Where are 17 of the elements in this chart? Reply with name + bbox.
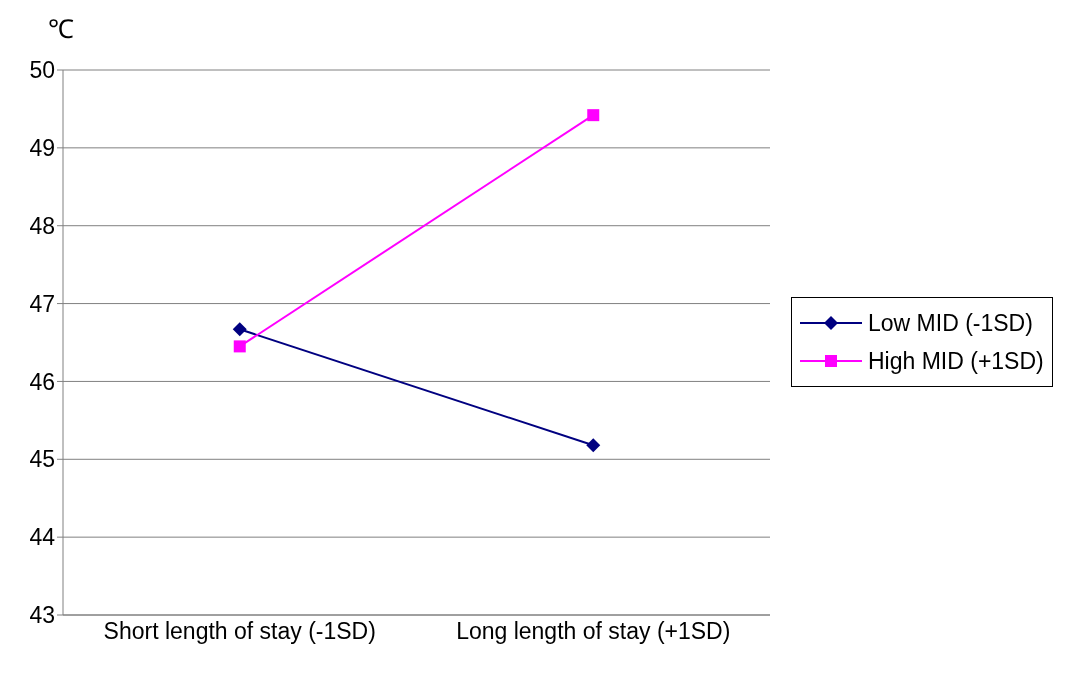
legend-label: High MID (+1SD) — [868, 347, 1044, 376]
y-tick-label: 44 — [29, 524, 56, 551]
y-tick-label: 48 — [29, 212, 55, 239]
y-tick-label: 43 — [29, 602, 55, 629]
y-tick-label: 49 — [29, 135, 55, 162]
point — [586, 438, 601, 453]
x-tick-label: Long length of stay (+1SD) — [456, 618, 731, 645]
y-tick-label: 46 — [29, 368, 55, 395]
point — [233, 340, 246, 353]
point — [232, 322, 247, 337]
point — [587, 109, 600, 122]
y-axis-title: ℃ — [48, 13, 74, 46]
y-tick-label: 45 — [29, 446, 55, 473]
y-tick-label: 47 — [29, 290, 55, 317]
x-tick-label: Short length of stay (-1SD) — [103, 618, 376, 645]
legend-label: Low MID (-1SD) — [868, 309, 1033, 338]
y-tick-label: 50 — [29, 57, 55, 84]
